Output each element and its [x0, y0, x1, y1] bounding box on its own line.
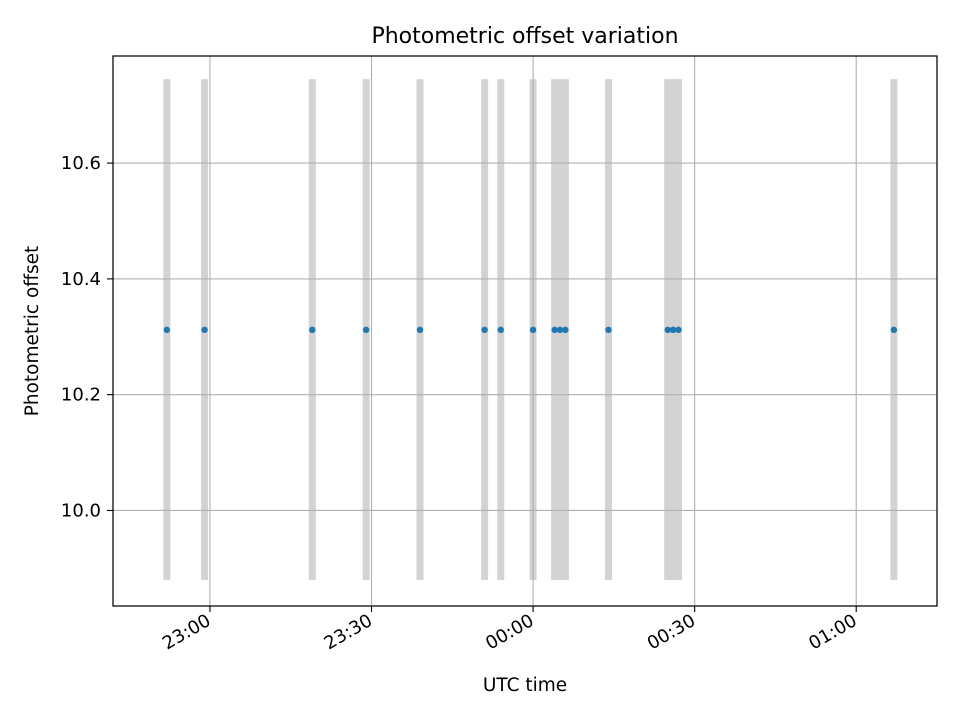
data-point [890, 326, 898, 334]
y-ticks-layer: 10.0 10.2 10.4 10.6 [61, 153, 113, 521]
data-point [562, 326, 569, 334]
y-tick-label: 10.2 [61, 385, 101, 406]
data-point [163, 326, 171, 334]
data-point [605, 326, 612, 334]
data-point [529, 326, 537, 334]
y-tick-label: 10.6 [61, 153, 101, 174]
data-point [664, 326, 671, 334]
data-point [416, 326, 424, 334]
data-point [669, 326, 677, 334]
data-point [362, 326, 370, 334]
plot-area-background [113, 56, 937, 606]
points-layer [163, 326, 898, 334]
chart-title: Photometric offset variation [371, 24, 678, 49]
data-point [497, 326, 504, 334]
y-axis-label: Photometric offset [22, 246, 43, 417]
y-tick-label: 10.4 [61, 269, 101, 290]
data-point [551, 326, 558, 334]
y-tick-label: 10.0 [61, 500, 101, 521]
data-point [201, 326, 208, 334]
data-point [309, 326, 316, 334]
data-point [675, 326, 682, 334]
plot-frame [112, 55, 938, 607]
data-point [481, 326, 488, 334]
x-axis-label: UTC time [483, 675, 567, 696]
data-point [556, 326, 564, 334]
